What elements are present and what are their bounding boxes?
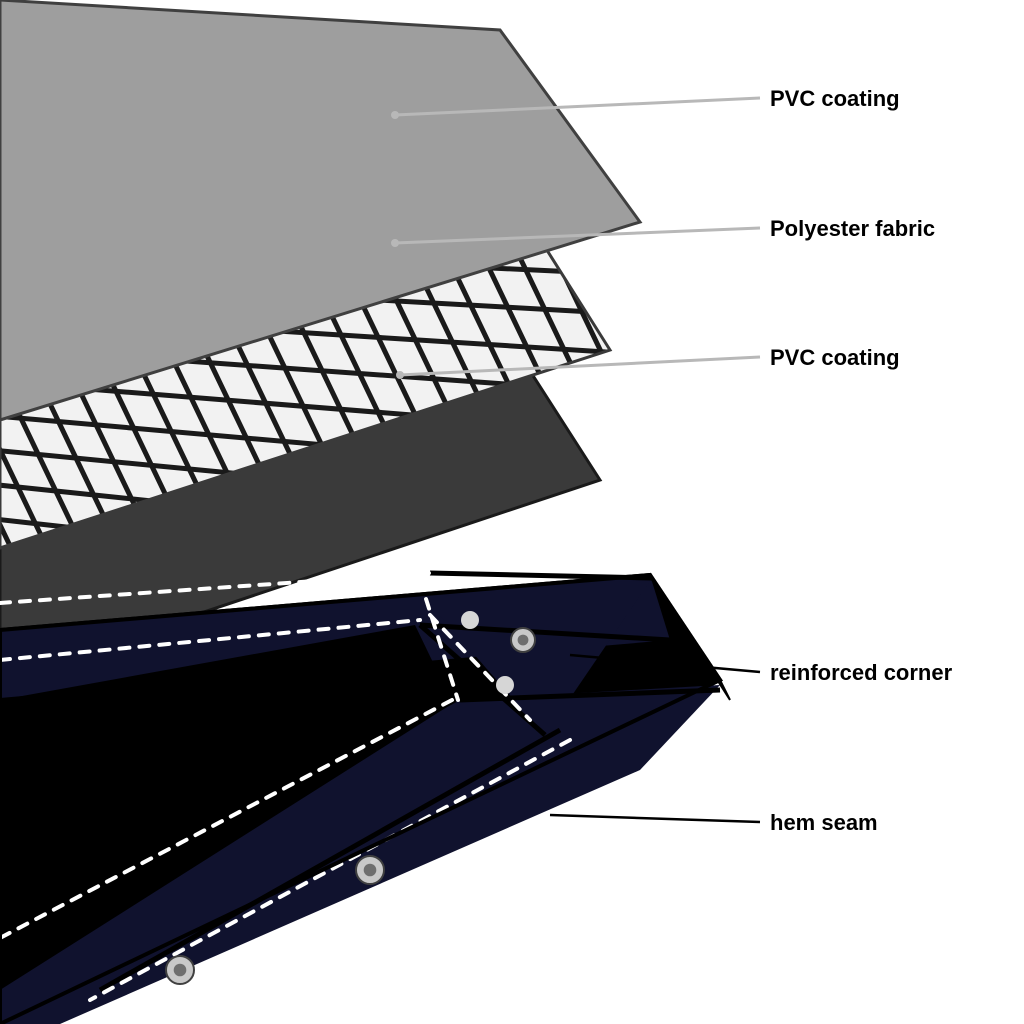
label-layer1: PVC coating [770,86,900,112]
label-hem: hem seam [770,810,878,836]
label-corner: reinforced corner [770,660,952,686]
label-layer3: PVC coating [770,345,900,371]
label-layer2: Polyester fabric [770,216,935,242]
